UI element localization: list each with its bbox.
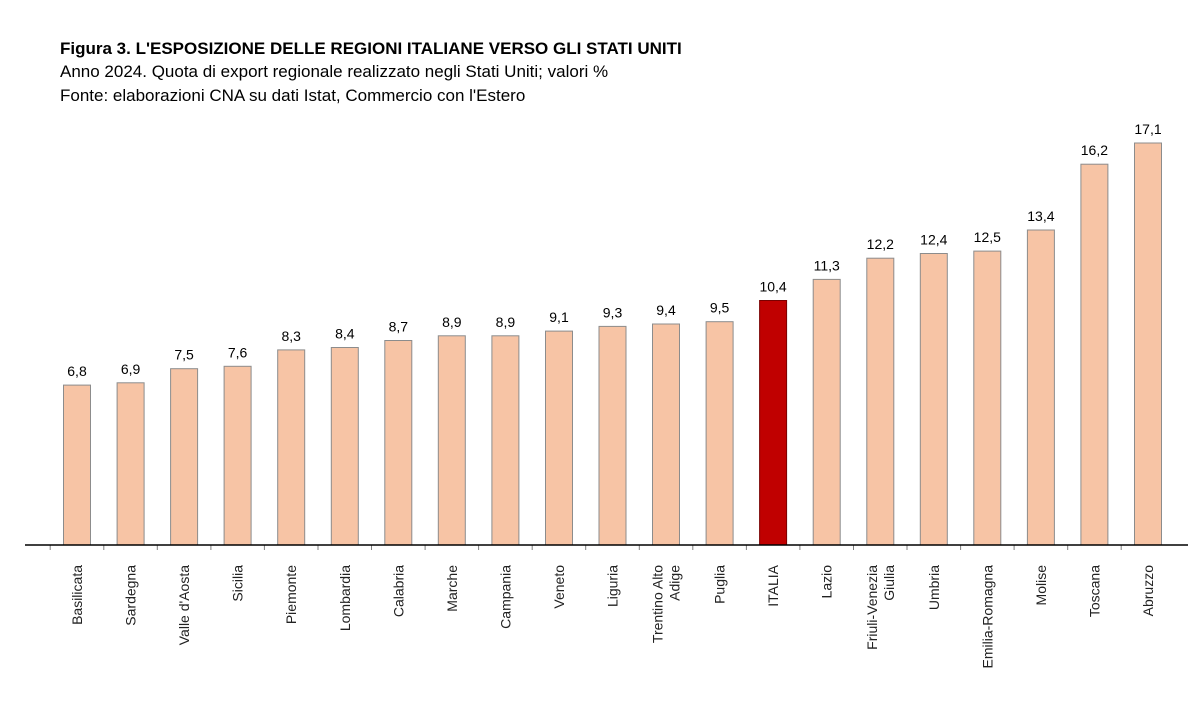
bar-3 [223, 365, 252, 546]
bar-11 [652, 323, 680, 546]
value-label-19: 16,2 [1081, 142, 1108, 158]
bar-10 [598, 325, 627, 546]
value-label-9: 9,1 [549, 309, 569, 325]
category-label-11: Trentino AltoAdige [650, 565, 683, 643]
category-label-5: Lombardia [337, 565, 353, 631]
bar-5 [330, 347, 359, 546]
value-label-3: 7,6 [228, 344, 248, 360]
value-label-7: 8,9 [442, 314, 462, 330]
category-label-16: Umbria [926, 565, 942, 610]
bar-1 [116, 382, 145, 546]
value-label-0: 6,8 [67, 363, 87, 379]
value-label-16: 12,4 [920, 232, 947, 248]
value-label-5: 8,4 [335, 326, 355, 342]
svg-text:Sardegna: Sardegna [123, 565, 139, 626]
svg-text:Trentino AltoAdige: Trentino AltoAdige [650, 565, 683, 643]
svg-text:Lombardia: Lombardia [337, 565, 353, 631]
svg-text:Campania: Campania [497, 565, 513, 629]
bar-7 [437, 335, 466, 546]
svg-text:Calabria: Calabria [390, 565, 406, 617]
category-label-18: Molise [1033, 565, 1049, 606]
category-label-19: Toscana [1086, 565, 1102, 617]
svg-text:Friuli-VeneziaGiulia: Friuli-VeneziaGiulia [864, 565, 897, 650]
chart-title: Figura 3. L'ESPOSIZIONE DELLE REGIONI IT… [60, 39, 682, 58]
value-label-15: 12,2 [867, 236, 894, 252]
svg-text:Lazio: Lazio [819, 565, 835, 599]
value-label-10: 9,3 [603, 304, 623, 320]
value-label-2: 7,5 [174, 347, 194, 363]
category-label-6: Calabria [390, 565, 406, 617]
category-label-1: Sardegna [123, 565, 139, 626]
svg-text:ITALIA: ITALIA [765, 564, 781, 606]
bar-19 [1080, 163, 1109, 546]
value-label-4: 8,3 [281, 328, 301, 344]
category-label-10: Liguria [605, 565, 621, 607]
category-label-13: ITALIA [765, 564, 781, 606]
category-label-20: Abruzzo [1140, 565, 1156, 617]
chart-header: Figura 3. L'ESPOSIZIONE DELLE REGIONI IT… [60, 38, 682, 108]
category-label-3: Sicilia [230, 565, 246, 602]
category-label-14: Lazio [819, 565, 835, 599]
svg-text:Toscana: Toscana [1086, 565, 1102, 617]
bar-18 [1026, 229, 1055, 546]
svg-text:Puglia: Puglia [712, 565, 728, 604]
svg-text:Marche: Marche [444, 565, 460, 612]
value-label-20: 17,1 [1134, 121, 1161, 137]
bar-4 [277, 349, 306, 546]
category-label-7: Marche [444, 565, 460, 612]
chart-subtitle: Anno 2024. Quota di export regionale rea… [60, 62, 609, 81]
category-label-12: Puglia [712, 565, 728, 604]
bar-16 [919, 253, 948, 546]
svg-text:Liguria: Liguria [605, 565, 621, 607]
bar-13 [759, 300, 788, 546]
category-label-9: Veneto [551, 565, 567, 609]
category-label-15: Friuli-VeneziaGiulia [864, 565, 897, 650]
value-label-8: 8,9 [496, 314, 516, 330]
svg-text:Umbria: Umbria [926, 565, 942, 610]
value-label-6: 8,7 [389, 319, 409, 335]
bar-2 [170, 368, 199, 546]
svg-text:Emilia-Romagna: Emilia-Romagna [979, 565, 995, 669]
svg-text:Sicilia: Sicilia [230, 565, 246, 602]
value-label-13: 10,4 [759, 279, 786, 295]
bar-17 [973, 250, 1002, 546]
category-label-8: Campania [497, 565, 513, 629]
svg-text:Abruzzo: Abruzzo [1140, 565, 1156, 617]
value-label-11: 9,4 [656, 302, 676, 318]
bar-0 [63, 384, 91, 546]
category-label-0: Basilicata [69, 565, 85, 625]
svg-text:Molise: Molise [1033, 565, 1049, 606]
bar-6 [384, 340, 413, 546]
value-label-14: 11,3 [814, 257, 840, 273]
bar-12 [705, 321, 734, 546]
category-label-2: Valle d'Aosta [176, 565, 192, 645]
bar-14 [812, 278, 841, 546]
bar-9 [545, 330, 573, 546]
value-label-12: 9,5 [710, 300, 730, 316]
category-label-17: Emilia-Romagna [979, 565, 995, 669]
svg-text:Veneto: Veneto [551, 565, 567, 609]
bar-15 [866, 257, 895, 546]
bar-20 [1134, 142, 1162, 546]
svg-text:Valle d'Aosta: Valle d'Aosta [176, 565, 192, 645]
value-label-17: 12,5 [974, 229, 1001, 245]
value-label-1: 6,9 [121, 361, 141, 377]
value-label-18: 13,4 [1027, 208, 1054, 224]
bar-8 [491, 335, 520, 546]
svg-text:Piemonte: Piemonte [283, 565, 299, 624]
category-label-4: Piemonte [283, 565, 299, 624]
chart-source: Fonte: elaborazioni CNA su dati Istat, C… [60, 86, 526, 105]
svg-text:Basilicata: Basilicata [69, 565, 85, 625]
